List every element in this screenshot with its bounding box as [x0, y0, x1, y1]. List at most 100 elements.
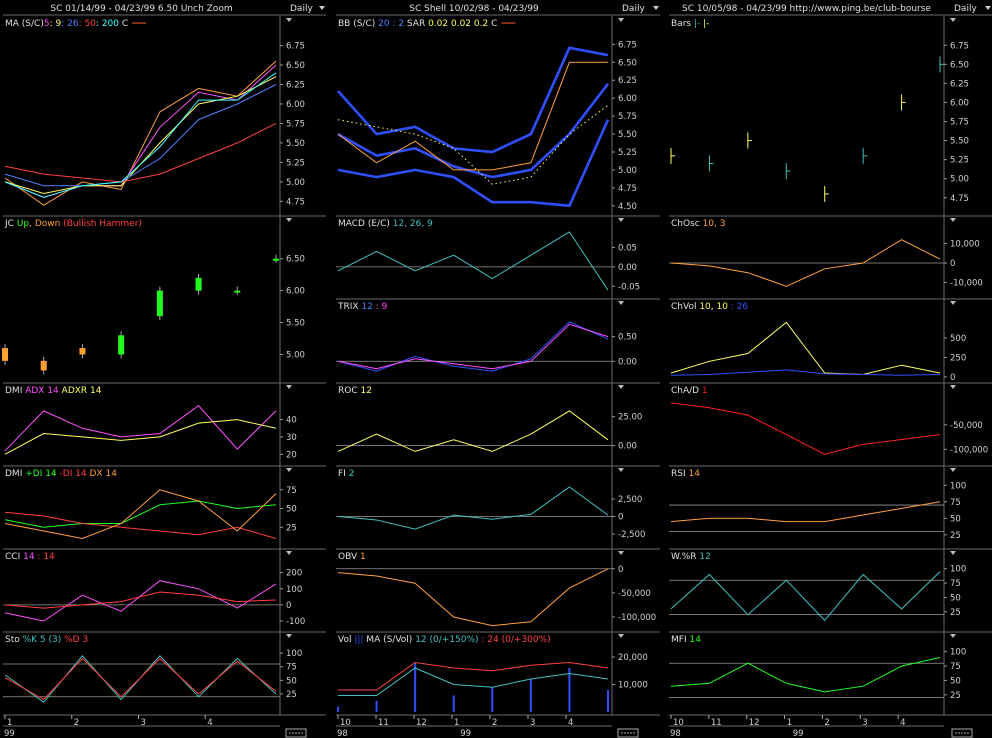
- legend-item: TRIX: [337, 302, 359, 312]
- period-dropdown-icon[interactable]: [319, 6, 325, 10]
- period-label[interactable]: Daily: [954, 4, 977, 14]
- legend-item: 0.02: [448, 19, 471, 29]
- legend-item: 14: [686, 469, 701, 479]
- y-tick-label: 100: [950, 648, 966, 658]
- panel-1-3: ROC 12 25.00 0.00: [336, 383, 660, 467]
- panel-menu-icon[interactable]: [618, 634, 624, 638]
- panel-legend: OBV 1: [338, 552, 366, 562]
- y-tick-label: 0.00: [618, 263, 637, 273]
- legend-item: 10, 3: [700, 219, 726, 229]
- x-year-label: 99: [4, 729, 15, 738]
- legend-item: ADXR 14: [59, 386, 102, 396]
- period-label[interactable]: Daily: [622, 4, 645, 14]
- series-line: [4, 580, 277, 622]
- legend-item: DMI: [5, 386, 22, 396]
- y-tick-label: 2,500: [618, 495, 642, 505]
- series-line: [337, 104, 609, 185]
- series-line: [4, 500, 277, 528]
- y-tick-label: 5.75: [286, 119, 305, 129]
- y-tick-label: 6.50: [286, 255, 305, 265]
- y-tick-label: -100,000: [950, 445, 988, 455]
- panel-1-6: Vol ||| MA (S/Vol) 12 (0/+150%) : 24 (0/…: [336, 632, 660, 716]
- legend-item: MA (S/Vol): [363, 635, 412, 645]
- series-line: [4, 511, 277, 539]
- panel-menu-icon[interactable]: [286, 18, 292, 22]
- series-line: [337, 321, 609, 372]
- panel-2-2: ChVol 10, 10 : 26 500 250 0: [669, 299, 992, 384]
- legend-item: 12: [358, 386, 372, 396]
- scroll-box[interactable]: [285, 728, 307, 738]
- series-line: [4, 591, 277, 609]
- panel-menu-icon[interactable]: [286, 551, 292, 555]
- panel-menu-icon[interactable]: [618, 385, 624, 389]
- panel-menu-icon[interactable]: [950, 18, 956, 22]
- panel-menu-icon[interactable]: [618, 18, 624, 22]
- legend-item: 12: [359, 302, 373, 312]
- legend-item: 0.2: [471, 19, 488, 29]
- y-tick-label: 5.75: [618, 112, 637, 122]
- legend-item: , Down: [29, 219, 60, 229]
- panel-legend: ChA/D 1: [671, 386, 708, 396]
- panel-legend: TRIX 12 : 9: [337, 302, 388, 312]
- y-tick-label: 10,000: [618, 681, 648, 691]
- x-tick-label: 3: [862, 718, 867, 728]
- y-tick-label: -50,000: [950, 421, 983, 431]
- legend-item: ChOsc: [671, 219, 700, 229]
- panel-menu-icon[interactable]: [618, 468, 624, 472]
- panel-menu-icon[interactable]: [286, 218, 292, 222]
- panel-menu-icon[interactable]: [286, 468, 292, 472]
- period-dropdown-icon[interactable]: [985, 6, 991, 10]
- y-tick-label: -0.05: [618, 282, 640, 292]
- series-line: [670, 369, 941, 376]
- x-tick-label: 2: [824, 718, 829, 728]
- panel-menu-icon[interactable]: [618, 301, 624, 305]
- scroll-box[interactable]: [951, 728, 973, 738]
- legend-item: ADX 14: [22, 386, 59, 396]
- panel-menu-icon[interactable]: [950, 634, 956, 638]
- x-year-label: 99: [793, 729, 804, 738]
- legend-item: C: [488, 19, 497, 29]
- panel-menu-icon[interactable]: [950, 468, 956, 472]
- legend-item: : 14: [35, 552, 55, 562]
- candle-body: [195, 277, 202, 291]
- series-line: [4, 60, 277, 206]
- y-tick-label: 4.75: [618, 184, 637, 194]
- legend-item: FI: [338, 469, 346, 479]
- panel-menu-icon[interactable]: [950, 551, 956, 555]
- period-label[interactable]: Daily: [290, 4, 313, 14]
- legend-item: : 9: [373, 302, 388, 312]
- y-tick-label: 0: [618, 565, 623, 575]
- legend-item: Up: [14, 219, 29, 229]
- series-line: [670, 657, 941, 693]
- y-tick-label: 5.00: [286, 350, 305, 360]
- y-tick-label: 4.50: [618, 202, 637, 212]
- legend-item: 5: [44, 19, 50, 29]
- panel-2-6: MFI 14 100 75 50 25: [669, 632, 992, 716]
- y-tick-label: 50: [286, 505, 297, 515]
- y-tick-label: 0: [286, 601, 291, 611]
- panel-menu-icon[interactable]: [950, 385, 956, 389]
- series-line: [337, 119, 610, 208]
- period-dropdown-icon[interactable]: [653, 6, 659, 10]
- y-tick-label: 6.00: [618, 94, 637, 104]
- panel-menu-icon[interactable]: [618, 551, 624, 555]
- y-tick-label: 25: [950, 691, 961, 701]
- panel-menu-icon[interactable]: [618, 218, 624, 222]
- y-tick-label: 25: [286, 690, 297, 700]
- panel-menu-icon[interactable]: [950, 301, 956, 305]
- x-tick-label: 1: [787, 718, 792, 728]
- scroll-box[interactable]: [617, 728, 639, 738]
- legend-item: 20 : 2: [375, 19, 404, 29]
- y-tick-label: 5.50: [286, 139, 305, 149]
- series-line: [338, 661, 609, 691]
- panel-0-3: DMI +DI 14 -DI 14 DX 14 75 50 25: [3, 466, 326, 550]
- y-tick-label: 200: [286, 569, 302, 579]
- legend-item: BB (S/C): [338, 19, 375, 29]
- series-line: [337, 61, 608, 171]
- panel-legend: DMI +DI 14 -DI 14 DX 14: [5, 469, 117, 479]
- panel-menu-icon[interactable]: [286, 385, 292, 389]
- chart-title: SC 01/14/99 - 04/23/99 6.50 Unch Zoom: [50, 4, 232, 14]
- panel-menu-icon[interactable]: [286, 634, 292, 638]
- panel-menu-icon[interactable]: [950, 218, 956, 222]
